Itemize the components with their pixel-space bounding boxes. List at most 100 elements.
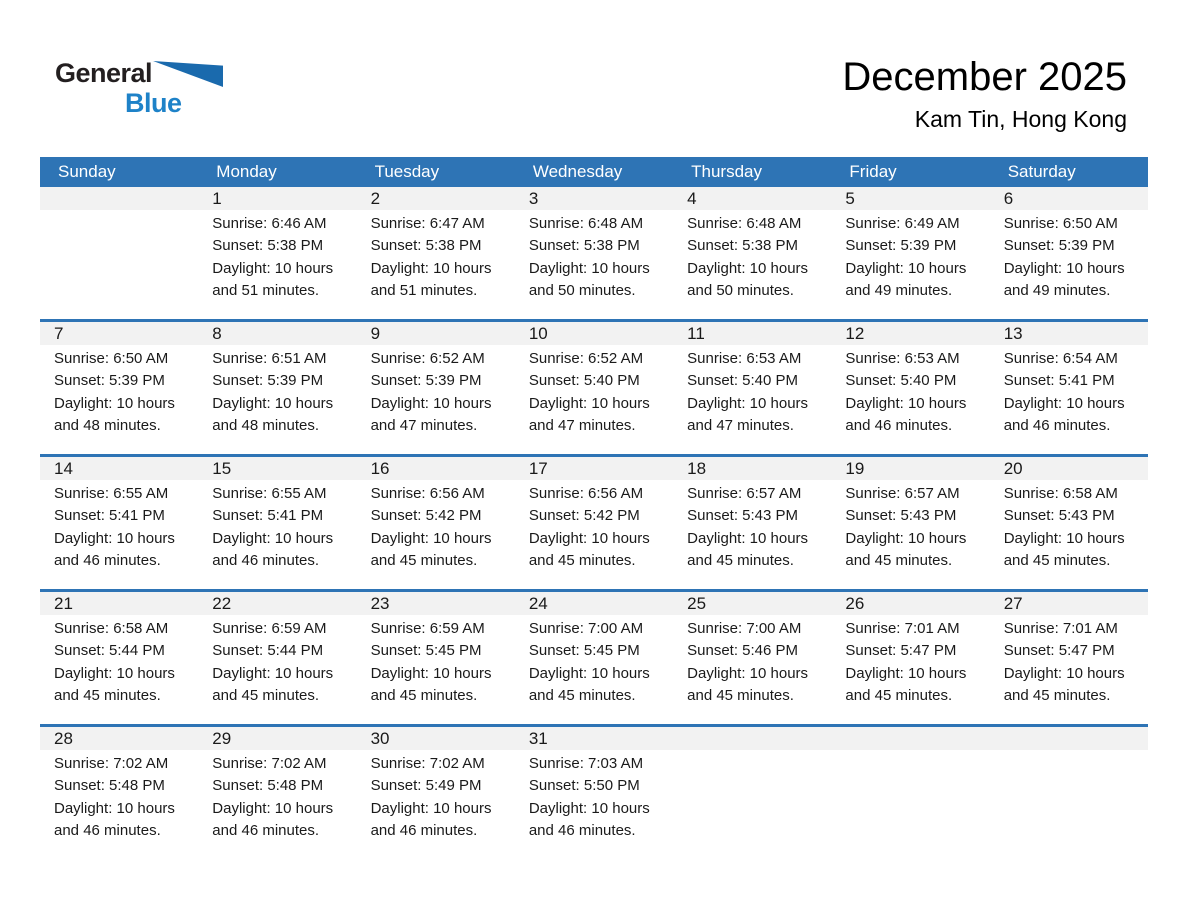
weekday-header: Sunday	[58, 162, 116, 181]
title-block: December 2025 Kam Tin, Hong Kong	[842, 57, 1127, 133]
sun-info-line: Sunrise: 6:50 AM	[54, 350, 169, 367]
general-blue-logo: General Blue	[55, 60, 224, 118]
sun-info-line: Sunset: 5:40 PM	[687, 372, 799, 390]
day-cell	[40, 213, 198, 319]
day-number: 27	[1003, 594, 1023, 613]
sun-info-line: and 51 minutes.	[370, 282, 478, 300]
week-row: 28 29 30 31 Sunrise: 7:02 AM Sunset: 5:48 PM D…	[40, 724, 1148, 859]
sun-info-line: Sunrise: 6:53 AM	[845, 350, 960, 367]
day-number: 31	[528, 729, 548, 748]
day-number: 26	[845, 594, 865, 613]
sun-info-line: Sunrise: 6:58 AM	[54, 620, 169, 637]
day-number: 22	[212, 594, 232, 613]
week-body: Sunrise: 6:50 AM Sunset: 5:39 PM Daylight:…	[40, 345, 1148, 454]
sun-info-line: and 45 minutes.	[370, 552, 478, 570]
sun-info-line: Sunset: 5:48 PM	[54, 777, 165, 795]
sun-info-line: Sunrise: 7:02 AM	[212, 755, 327, 772]
sun-info-line: Sunrise: 7:01 AM	[845, 620, 960, 637]
sun-info-line: and 45 minutes.	[845, 552, 953, 570]
sun-info-line: and 45 minutes.	[528, 552, 636, 570]
sun-info-line: and 45 minutes.	[1003, 552, 1111, 570]
day-cell: Sunrise: 7:02 AM Sunset: 5:48 PM Daylight:…	[198, 753, 356, 859]
day-cell: Sunrise: 6:54 AM Sunset: 5:41 PM Daylight:…	[990, 348, 1148, 454]
sun-info-line: and 46 minutes.	[1003, 417, 1111, 435]
sun-info-line: and 49 minutes.	[845, 282, 953, 300]
sun-info-line: Sunrise: 7:02 AM	[370, 755, 485, 772]
day-cell: Sunrise: 6:50 AM Sunset: 5:39 PM Daylight:…	[40, 348, 198, 454]
sun-info-line: Sunset: 5:38 PM	[528, 237, 640, 255]
sun-info-line: Daylight: 10 hours	[54, 664, 175, 682]
sun-info-line: Daylight: 10 hours	[212, 394, 334, 412]
sun-info-line: Sunset: 5:41 PM	[212, 507, 324, 525]
sun-info-line: Sunset: 5:39 PM	[1003, 237, 1115, 255]
day-cell: Sunrise: 6:52 AM Sunset: 5:40 PM Daylight:…	[515, 348, 673, 454]
day-number: 3	[528, 189, 539, 208]
sun-info-line: Sunset: 5:38 PM	[212, 237, 324, 255]
sun-info-line: and 47 minutes.	[370, 417, 478, 435]
sun-info-line: Daylight: 10 hours	[687, 259, 809, 277]
sun-info-line: and 45 minutes.	[370, 687, 478, 705]
location-subtitle: Kam Tin, Hong Kong	[914, 106, 1127, 132]
week-body: Sunrise: 6:55 AM Sunset: 5:41 PM Daylight:…	[40, 480, 1148, 589]
sun-info-line: Sunrise: 6:57 AM	[687, 485, 802, 502]
day-cell: Sunrise: 6:55 AM Sunset: 5:41 PM Daylight:…	[40, 483, 198, 589]
sun-info-line: Sunrise: 7:01 AM	[1003, 620, 1118, 637]
day-number: 13	[1003, 324, 1023, 343]
day-number-strip: 21 22 23 24 25 26 27	[40, 592, 1148, 615]
weekday-header: Saturday	[1007, 162, 1076, 181]
sun-info-line: Daylight: 10 hours	[54, 529, 175, 547]
sun-info-line: Sunset: 5:42 PM	[528, 507, 640, 525]
day-number: 16	[370, 459, 390, 478]
sun-info-line: Daylight: 10 hours	[370, 259, 492, 277]
sun-info-line: Sunset: 5:39 PM	[54, 372, 165, 390]
sun-info-line: Daylight: 10 hours	[1003, 259, 1125, 277]
sun-info-line: Daylight: 10 hours	[687, 664, 809, 682]
sun-info-line: Daylight: 10 hours	[1003, 529, 1125, 547]
sun-info-line: Daylight: 10 hours	[212, 799, 334, 817]
day-number: 12	[845, 324, 865, 343]
day-number: 18	[687, 459, 707, 478]
sun-info-line: Sunrise: 6:59 AM	[370, 620, 485, 637]
sun-info-line: Daylight: 10 hours	[845, 529, 967, 547]
day-number-strip: 7 8 9 10 11 12 13	[40, 322, 1148, 345]
sun-info-line: and 46 minutes.	[845, 417, 953, 435]
sun-info-line: Daylight: 10 hours	[1003, 394, 1125, 412]
calendar: Sunday Monday Tuesday Wednesday Thursday Frid…	[40, 157, 1148, 859]
weekday-header: Monday	[216, 162, 277, 181]
sun-info-line: Sunrise: 6:57 AM	[845, 485, 960, 502]
sun-info-line: Sunrise: 6:56 AM	[370, 485, 485, 502]
sun-info-line: Sunset: 5:42 PM	[370, 507, 482, 525]
day-cell: Sunrise: 6:55 AM Sunset: 5:41 PM Daylight:…	[198, 483, 356, 589]
day-cell: Sunrise: 6:50 AM Sunset: 5:39 PM Daylight:…	[990, 213, 1148, 319]
day-cell	[831, 753, 989, 859]
day-number	[831, 727, 989, 750]
sun-info-line: and 46 minutes.	[212, 822, 320, 840]
week-body: Sunrise: 6:46 AM Sunset: 5:38 PM Daylight:…	[40, 210, 1148, 319]
day-number: 10	[528, 324, 548, 343]
sun-info-line: Sunset: 5:48 PM	[212, 777, 324, 795]
day-number: 20	[1003, 459, 1023, 478]
sun-info-line: Daylight: 10 hours	[845, 259, 967, 277]
day-cell: Sunrise: 6:48 AM Sunset: 5:38 PM Daylight:…	[673, 213, 831, 319]
sun-info-line: Sunset: 5:41 PM	[1003, 372, 1115, 390]
day-number: 17	[528, 459, 548, 478]
sun-info-line: Daylight: 10 hours	[687, 394, 809, 412]
sun-info-line: Sunset: 5:39 PM	[212, 372, 324, 390]
sun-info-line: and 45 minutes.	[54, 687, 161, 705]
sun-info-line: Sunset: 5:39 PM	[370, 372, 482, 390]
day-cell: Sunrise: 7:01 AM Sunset: 5:47 PM Daylight:…	[990, 618, 1148, 724]
day-cell: Sunrise: 6:51 AM Sunset: 5:39 PM Daylight:…	[198, 348, 356, 454]
week-row: 14 15 16 17 18 19 20 Sunrise: 6:55 AM Sunset: 5:…	[40, 454, 1148, 589]
sun-info-line: and 48 minutes.	[54, 417, 161, 435]
month-title: December 2025	[842, 55, 1127, 99]
sun-info-line: Daylight: 10 hours	[212, 529, 334, 547]
day-number-strip: 1 2 3 4 5 6	[40, 187, 1148, 210]
day-cell	[990, 753, 1148, 859]
day-number: 6	[1003, 189, 1014, 208]
sun-info-line: Sunrise: 6:55 AM	[212, 485, 327, 502]
logo-blue-text: Blue	[125, 88, 182, 118]
sun-info-line: Sunrise: 7:00 AM	[528, 620, 644, 637]
sun-info-line: Sunrise: 6:58 AM	[1003, 485, 1118, 502]
sun-info-line: Sunset: 5:43 PM	[687, 507, 799, 525]
sun-info-line: and 45 minutes.	[687, 687, 794, 705]
